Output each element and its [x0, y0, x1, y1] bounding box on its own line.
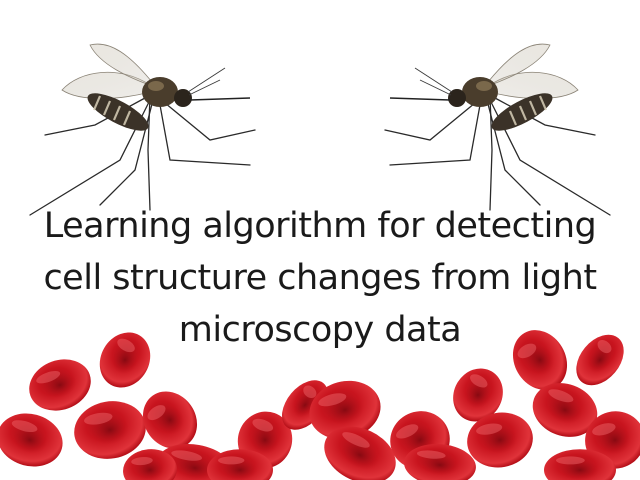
slide-title: Learning algorithm for detecting cell st… [40, 200, 600, 356]
mosquito-left-image [28, 42, 257, 217]
slide-title-line-3: microscopy data [178, 310, 462, 350]
mosquito-right-image [383, 42, 612, 217]
slide-title-line-2: cell structure changes from light [43, 258, 597, 298]
slide-title-line-1: Learning algorithm for detecting [43, 206, 597, 246]
